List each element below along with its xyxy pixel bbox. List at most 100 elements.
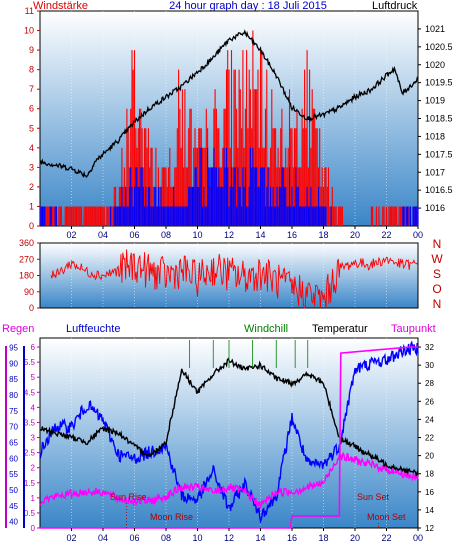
rain-tick-label: 4.5: [24, 388, 36, 397]
time-tick-label: 10: [192, 533, 202, 543]
pressure-tick-label: 1016: [425, 203, 445, 213]
time-tick-label: 12: [224, 533, 234, 543]
humidity-tick-label: 90: [9, 359, 18, 368]
time-tick-label: 06: [129, 230, 139, 240]
time-tick-label: 04: [98, 230, 108, 240]
wind-tick-label: 1: [29, 201, 34, 211]
moon-rise-label: Moon Rise: [150, 512, 193, 522]
gust-series: [39, 147, 419, 226]
time-tick-label: 18: [318, 230, 328, 240]
pressure-tick-label: 1019: [425, 96, 445, 106]
humidity-tick-label: 40: [9, 518, 18, 527]
time-tick-label: 04: [98, 533, 108, 543]
wind-direction-series: [50, 249, 419, 309]
rain-tick-label: 3: [31, 434, 36, 443]
pressure-tick-label: 1021: [425, 24, 445, 34]
wind-tick-label: 7: [29, 84, 34, 94]
dewpoint-series: [39, 451, 419, 510]
temperature-tick-label: 12: [425, 524, 434, 533]
time-tick-label: 14: [255, 533, 265, 543]
rain-tick-label: 5.5: [24, 358, 36, 367]
rain-tick-label: 1: [31, 494, 36, 503]
humidity-tick-label: 60: [9, 454, 18, 463]
wind-tick-label: 11: [25, 6, 34, 16]
direction-tick-label: 180: [19, 271, 34, 281]
wind-tick-label: 6: [29, 104, 34, 114]
pressure-tick-label: 1017: [425, 167, 445, 177]
humidity-tick-label: 50: [9, 486, 18, 495]
time-tick-label: 18: [318, 533, 328, 543]
compass-label: N: [433, 297, 442, 311]
wind-tick-label: 2: [29, 182, 34, 192]
humidity-tick-label: 70: [9, 423, 18, 432]
time-tick-label: 22: [381, 230, 391, 240]
humidity-label: Luftfeuchte: [66, 323, 120, 335]
wind-tick-label: 3: [29, 162, 34, 172]
compass-label: W: [431, 252, 443, 266]
temperature-tick-label: 26: [425, 397, 434, 406]
temperature-label: Temperatur: [312, 323, 368, 335]
rain-label: Regen: [2, 323, 34, 335]
time-tick-label: 00: [413, 230, 423, 240]
humidity-tick-label: 85: [9, 375, 18, 384]
temperature-tick-label: 32: [425, 343, 434, 352]
temperature-tick-label: 30: [425, 361, 434, 370]
humidity-tick-label: 75: [9, 407, 18, 416]
direction-tick-label: 0: [29, 303, 34, 313]
rain-tick-label: 1.5: [24, 479, 36, 488]
direction-tick-label: 270: [19, 254, 34, 264]
temperature-tick-label: 16: [425, 488, 434, 497]
rain-tick-label: 5: [31, 373, 36, 382]
wind-tick-label: 4: [29, 143, 34, 153]
temperature-humidity-chart: 0 0.5 1 1.5 2 2.5 3 3.5 4 4.5 5 5.5 6 40 45 50 55 60 65 70 7…: [5, 338, 434, 543]
windchill-label: Windchill: [244, 323, 288, 335]
compass-label: N: [433, 237, 442, 251]
time-tick-label: 06: [129, 533, 139, 543]
humidity-tick-label: 80: [9, 391, 18, 400]
humidity-tick-label: 45: [9, 502, 18, 511]
time-tick-label: 08: [161, 230, 171, 240]
pressure-tick-label: 1016.5: [425, 185, 453, 195]
dewpoint-label: Taupunkt: [391, 323, 436, 335]
rain-tick-label: 3.5: [24, 418, 36, 427]
direction-tick-label: 360: [19, 238, 34, 248]
compass-label: S: [433, 267, 441, 281]
temperature-tick-label: 28: [425, 379, 434, 388]
sun-rise-label: Sun Rise: [110, 492, 147, 502]
rain-tick-label: 4: [31, 403, 36, 412]
pressure-tick-label: 1017.5: [425, 149, 453, 159]
sun-set-label: Sun Set: [357, 492, 390, 502]
time-tick-label: 02: [66, 533, 76, 543]
rain-tick-label: 0.5: [24, 509, 36, 518]
pressure-tick-label: 1018.5: [425, 114, 453, 124]
wind-tick-label: 5: [29, 123, 34, 133]
pressure-tick-label: 1018: [425, 131, 445, 141]
direction-tick-label: 90: [24, 287, 34, 297]
time-tick-label: 22: [381, 533, 391, 543]
pressure-series: [40, 29, 419, 179]
humidity-tick-label: 55: [9, 470, 18, 479]
rain-tick-label: 6: [31, 343, 36, 352]
compass-label: O: [432, 282, 441, 296]
temperature-tick-label: 22: [425, 434, 434, 443]
pressure-label: Luftdruck: [372, 0, 418, 12]
humidity-tick-label: 65: [9, 439, 18, 448]
temperature-tick-label: 18: [425, 470, 434, 479]
time-tick-label: 00: [413, 533, 423, 543]
rain-tick-label: 2.5: [24, 449, 36, 458]
pressure-tick-label: 1020.5: [425, 42, 453, 52]
wind-speed-label: Windstärke: [33, 0, 88, 12]
wind-tick-label: 8: [29, 65, 34, 75]
wind-tick-label: 10: [24, 26, 34, 36]
time-tick-label: 20: [350, 230, 360, 240]
time-tick-label: 16: [287, 533, 297, 543]
rain-tick-label: 2: [31, 464, 36, 473]
time-tick-label: 08: [161, 533, 171, 543]
time-tick-label: 02: [66, 230, 76, 240]
temperature-tick-label: 20: [425, 452, 434, 461]
time-tick-label: 16: [287, 230, 297, 240]
temperature-tick-label: 14: [425, 506, 434, 515]
